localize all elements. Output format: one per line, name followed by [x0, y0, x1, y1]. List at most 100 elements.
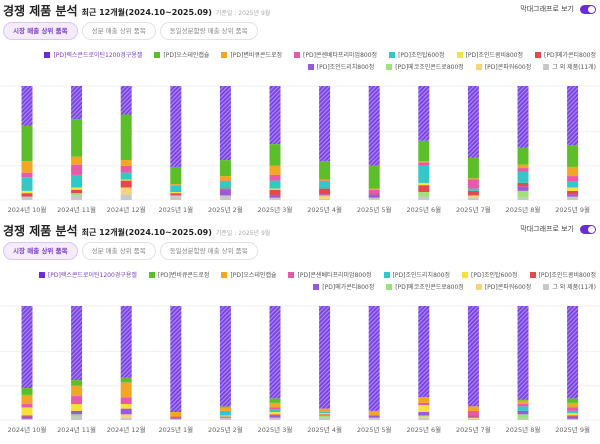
bar-segment[interactable] [71, 404, 83, 411]
bar-segment[interactable] [71, 396, 83, 405]
bar-segment[interactable] [120, 414, 132, 418]
bar-segment[interactable] [319, 306, 331, 409]
bar-segment[interactable] [517, 182, 529, 187]
bar-segment[interactable] [21, 388, 33, 395]
bar-segment[interactable] [467, 188, 479, 191]
bar-segment[interactable] [567, 410, 579, 414]
bar-segment[interactable] [71, 380, 83, 386]
bar-segment[interactable] [517, 410, 529, 413]
legend-item[interactable]: [PD]메가콘티800정 [535, 50, 596, 59]
bar-segment[interactable] [517, 400, 529, 405]
bar-segment[interactable] [467, 410, 479, 416]
bar-segment[interactable] [170, 192, 182, 194]
bar-segment[interactable] [219, 188, 231, 190]
bar-segment[interactable] [319, 417, 331, 420]
bar-segment[interactable] [21, 416, 33, 419]
tab-market-top[interactable]: 시장 매출 상위 품목 [3, 242, 78, 260]
bar-segment[interactable] [517, 147, 529, 165]
legend-item[interactable]: [PD]조인드리치800정 [383, 270, 450, 279]
bar-segment[interactable] [418, 165, 430, 183]
bar-segment[interactable] [269, 407, 281, 410]
bar-segment[interactable] [219, 86, 231, 161]
legend-item[interactable]: [PD]조인드리치800정 [307, 62, 374, 71]
bar-segment[interactable] [120, 382, 132, 398]
bar-segment[interactable] [269, 417, 281, 420]
bar-segment[interactable] [269, 144, 281, 166]
bar-segment[interactable] [517, 171, 529, 183]
bar-segment[interactable] [120, 180, 132, 188]
bar-segment[interactable] [170, 418, 182, 420]
bar-segment[interactable] [567, 181, 579, 188]
bar-segment[interactable] [219, 410, 231, 416]
bar-segment[interactable] [517, 306, 529, 400]
bar-segment[interactable] [120, 408, 132, 415]
bar-segment[interactable] [21, 407, 33, 416]
bar-segment[interactable] [170, 166, 182, 185]
bar-segment[interactable] [71, 193, 83, 196]
bar-segment[interactable] [269, 414, 281, 416]
bar-segment[interactable] [219, 189, 231, 196]
toggle-switch[interactable] [580, 4, 596, 14]
bar-segment[interactable] [219, 415, 231, 417]
bar-segment[interactable] [567, 415, 579, 417]
bar-segment[interactable] [170, 195, 182, 200]
bar-segment[interactable] [219, 176, 231, 181]
bar-segment[interactable] [71, 156, 83, 165]
bar-segment[interactable] [567, 190, 579, 195]
bar-segment[interactable] [21, 177, 33, 191]
bar-segment[interactable] [319, 181, 331, 189]
bar-segment[interactable] [319, 414, 331, 416]
legend-item[interactable]: [PD]콘파워600정 [475, 62, 531, 71]
bar-segment[interactable] [517, 404, 529, 407]
bar-segment[interactable] [517, 399, 529, 401]
bar-segment[interactable] [269, 409, 281, 413]
bar-segment[interactable] [567, 145, 579, 167]
bar-segment[interactable] [120, 377, 132, 383]
bar-segment[interactable] [418, 140, 430, 162]
bar-segment[interactable] [120, 306, 132, 378]
bar-segment[interactable] [567, 398, 579, 403]
bar-segment[interactable] [368, 415, 380, 418]
bar-segment[interactable] [21, 190, 33, 194]
bar-segment[interactable] [418, 161, 430, 163]
bar-segment[interactable] [567, 166, 579, 177]
bar-segment[interactable] [467, 178, 479, 180]
bar-segment[interactable] [567, 402, 579, 408]
bar-segment[interactable] [567, 176, 579, 182]
bar-segment[interactable] [418, 192, 430, 197]
bar-segment[interactable] [71, 412, 83, 415]
bar-segment[interactable] [219, 417, 231, 420]
tab-same-dosage-top[interactable]: 동일성분함량 매출 상위 품목 [159, 242, 258, 260]
bar-segment[interactable] [21, 86, 33, 126]
legend-item[interactable]: [PD]메가콘티800정 [313, 282, 374, 291]
bar-segment[interactable] [269, 402, 281, 408]
bar-segment[interactable] [120, 179, 132, 181]
tab-ingredient-top[interactable]: 성분 매출 상위 품목 [81, 22, 156, 40]
bar-segment[interactable] [319, 194, 331, 196]
bar-segment[interactable] [71, 187, 83, 190]
bar-segment[interactable] [418, 397, 430, 403]
bar-segment[interactable] [517, 186, 529, 191]
bar-segment[interactable] [517, 164, 529, 169]
bar-segment[interactable] [71, 414, 83, 417]
bar-segment[interactable] [467, 157, 479, 179]
bar-segment[interactable] [71, 174, 83, 188]
tab-same-dosage-top[interactable]: 동일성분함량 매출 상위 품목 [159, 22, 258, 40]
bar-segment[interactable] [269, 165, 281, 175]
bar-segment[interactable] [170, 417, 182, 419]
bar-segment[interactable] [368, 193, 380, 195]
bar-segment[interactable] [71, 189, 83, 194]
legend-item[interactable]: [PD]메코조인콘드로800정 [386, 282, 464, 291]
bar-segment[interactable] [21, 415, 33, 417]
legend-item[interactable]: [PD]렉스콘드로이틴1200경구용젤 [44, 50, 142, 59]
bar-segment[interactable] [467, 406, 479, 411]
bar-segment[interactable] [71, 416, 83, 420]
bar-segment[interactable] [120, 417, 132, 420]
bar-segment[interactable] [567, 194, 579, 197]
bar-segment[interactable] [517, 190, 529, 198]
bar-segment[interactable] [517, 86, 529, 148]
bar-segment[interactable] [418, 162, 430, 166]
bar-segment[interactable] [368, 165, 380, 189]
bar-segment[interactable] [418, 182, 430, 186]
bar-segment[interactable] [319, 161, 331, 180]
